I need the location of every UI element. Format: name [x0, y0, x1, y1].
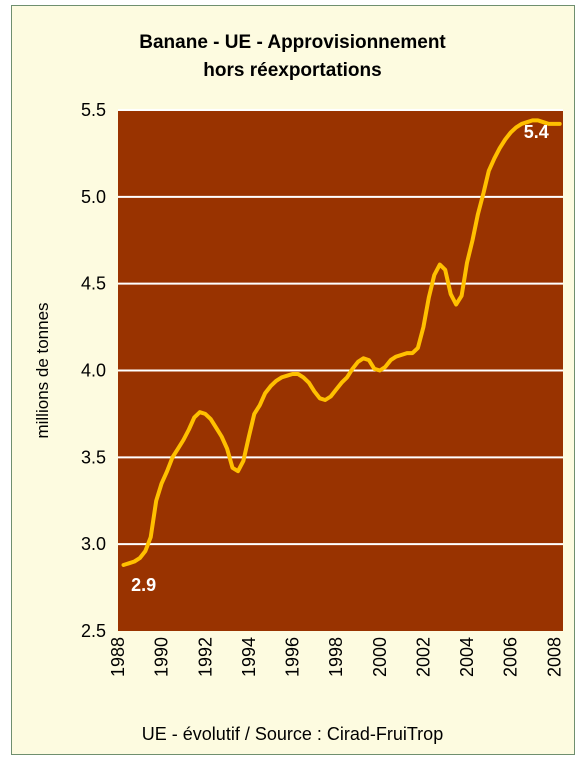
y-tick-label: 4.0 [81, 361, 106, 381]
x-tick-label: 1992 [195, 637, 215, 677]
x-tick-label: 2004 [457, 637, 477, 677]
x-tick-label: 1994 [239, 637, 259, 677]
y-tick-label: 2.5 [81, 621, 106, 641]
annotations: 2.9 5.4 [131, 122, 549, 595]
x-tick-label: 1996 [283, 637, 303, 677]
gridlines [118, 109, 563, 546]
x-tick-label: 2000 [370, 637, 390, 677]
y-axis: 2.5 3.0 3.5 4.0 4.5 5.0 5.5 [81, 100, 106, 641]
x-tick-label: 2008 [544, 637, 564, 677]
data-label: 2.9 [131, 575, 156, 595]
y-tick-label: 5.0 [81, 187, 106, 207]
x-axis: 1988 1990 1992 1994 1996 1998 2000 2002 2004 2006… [108, 637, 564, 677]
y-tick-label: 4.5 [81, 274, 106, 294]
x-tick-label: 2006 [501, 637, 521, 677]
chart-title-line2: hors réexportations [203, 60, 382, 81]
source-note: UE - évolutif / Source : Cirad-FruiTrop [141, 724, 444, 744]
chart-title-line1: Banane - UE - Approvisionnement [139, 32, 446, 53]
y-axis-label: millions de tonnes [33, 302, 52, 438]
series-line [121, 118, 562, 567]
y-tick-label: 3.0 [81, 534, 106, 554]
x-tick-label: 1998 [326, 637, 346, 677]
x-tick-label: 2002 [413, 637, 433, 677]
y-tick-label: 5.5 [81, 100, 106, 120]
x-tick-label: 1988 [108, 637, 128, 677]
x-tick-label: 1990 [152, 637, 172, 677]
y-tick-label: 3.5 [81, 447, 106, 467]
data-label: 5.4 [524, 122, 549, 142]
